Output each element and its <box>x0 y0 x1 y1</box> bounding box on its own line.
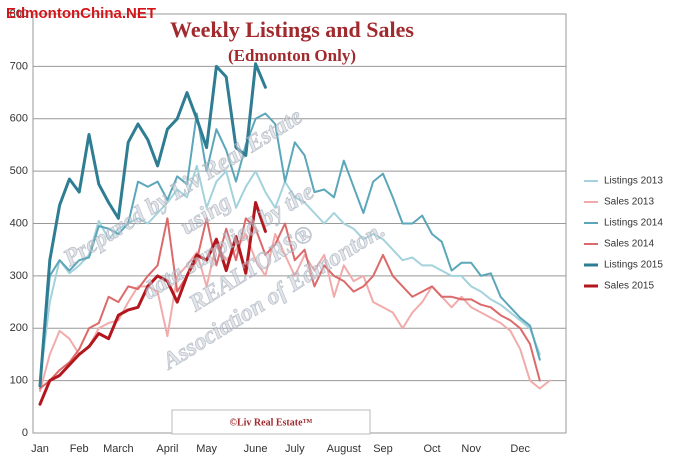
y-tick-label: 700 <box>10 60 28 72</box>
y-tick-label: 800 <box>10 8 28 20</box>
y-tick-label: 300 <box>10 270 28 282</box>
legend-label: Sales 2014 <box>604 239 654 250</box>
series-line <box>38 62 267 388</box>
legend-label: Listings 2014 <box>604 218 663 229</box>
x-tick-label: August <box>327 443 361 455</box>
legend-label: Sales 2013 <box>604 197 654 208</box>
x-tick-label: Dec <box>510 443 530 455</box>
series-line <box>39 217 541 390</box>
y-tick-label: 100 <box>10 375 28 387</box>
y-tick-label: 600 <box>10 113 28 125</box>
plot-area: 0 100 200 300 400 500 600 700 800 Jan Feb March Apri… <box>10 8 567 455</box>
site-label: EdmontonChina.NET <box>6 5 156 22</box>
series-line <box>38 201 267 406</box>
chart-title: Weekly Listings and Sales <box>170 17 414 42</box>
legend: Listings 2013 Sales 2013 Listings 2014 Sale… <box>584 176 663 292</box>
x-tick-label: Nov <box>461 443 481 455</box>
x-tick-label: June <box>244 443 268 455</box>
x-tick-label: Feb <box>70 443 89 455</box>
x-tick-label: Jan <box>31 443 49 455</box>
y-tick-label: 400 <box>10 217 28 229</box>
legend-label: Listings 2013 <box>604 176 663 187</box>
y-tick-label: 0 <box>22 427 28 439</box>
y-tick-label: 200 <box>10 322 28 334</box>
x-tick-label: May <box>196 443 217 455</box>
chart-subtitle: (Edmonton Only) <box>228 46 356 65</box>
series-line <box>39 112 541 385</box>
legend-label: Sales 2015 <box>604 281 654 292</box>
x-tick-label: Sep <box>373 443 393 455</box>
x-tick-label: July <box>285 443 305 455</box>
y-tick-label: 500 <box>10 165 28 177</box>
x-tick-label: March <box>103 443 134 455</box>
footer-box <box>171 409 371 435</box>
x-tick-label: April <box>156 443 178 455</box>
x-tick-label: Oct <box>423 443 440 455</box>
series-line <box>39 164 541 382</box>
footer-label: ©Liv Real Estate™ <box>229 417 312 428</box>
legend-label: Listings 2015 <box>604 260 663 271</box>
